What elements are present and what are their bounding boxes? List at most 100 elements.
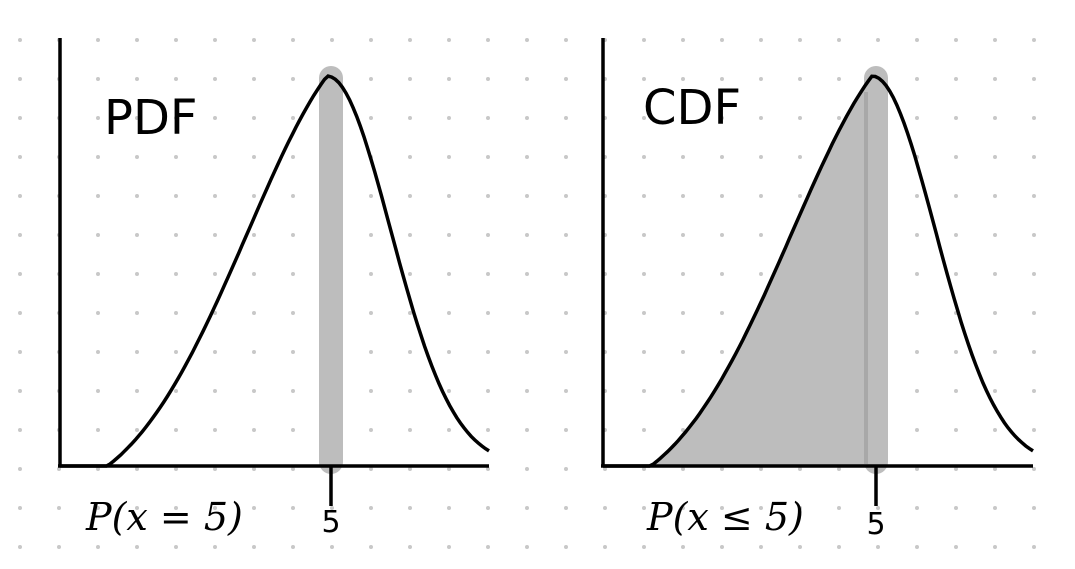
grid-dot (642, 77, 646, 81)
grid-dot (252, 233, 256, 237)
grid-dot (954, 428, 958, 432)
grid-dot (174, 272, 178, 276)
grid-dot (18, 545, 22, 549)
grid-dot (291, 506, 295, 510)
grid-dot (96, 38, 100, 42)
grid-dot (954, 545, 958, 549)
grid-dot (759, 233, 763, 237)
grid-dot (18, 77, 22, 81)
grid-dot (252, 155, 256, 159)
grid-dot (57, 467, 61, 471)
grid-dot (486, 506, 490, 510)
grid-dot (681, 350, 685, 354)
grid-dot (681, 467, 685, 471)
grid-dot (798, 194, 802, 198)
grid-dot (408, 155, 412, 159)
grid-dot (759, 77, 763, 81)
grid-dot (603, 506, 607, 510)
grid-dot (915, 389, 919, 393)
grid-dot (291, 350, 295, 354)
grid-dot (447, 194, 451, 198)
grid-dot (642, 467, 646, 471)
grid-dot (96, 389, 100, 393)
grid-dot (525, 545, 529, 549)
grid-dot (720, 194, 724, 198)
grid-dot (213, 233, 217, 237)
grid-dot (759, 116, 763, 120)
grid-dot (681, 233, 685, 237)
grid-dot (915, 77, 919, 81)
grid-dot (213, 389, 217, 393)
grid-dot (18, 506, 22, 510)
grid-dot (174, 428, 178, 432)
grid-dot (369, 77, 373, 81)
grid-dot (720, 38, 724, 42)
grid-dot (408, 545, 412, 549)
grid-dot (915, 506, 919, 510)
grid-dot (447, 311, 451, 315)
grid-dot (330, 38, 334, 42)
grid-dot (486, 272, 490, 276)
grid-dot (798, 467, 802, 471)
grid-dot (291, 116, 295, 120)
grid-dot (642, 428, 646, 432)
grid-dot (447, 38, 451, 42)
grid-dot (759, 272, 763, 276)
grid-dot (174, 155, 178, 159)
grid-dot (252, 116, 256, 120)
grid-dot (291, 272, 295, 276)
grid-dot (135, 428, 139, 432)
grid-dot (174, 311, 178, 315)
grid-dot (1032, 311, 1036, 315)
grid-dot (135, 116, 139, 120)
grid-dot (213, 506, 217, 510)
grid-dot (252, 545, 256, 549)
grid-dot (408, 428, 412, 432)
grid-dot (1032, 467, 1036, 471)
grid-dot (486, 155, 490, 159)
pdf-probability-formula: P(x = 5) (85, 495, 243, 539)
grid-dot (525, 77, 529, 81)
grid-dot (720, 506, 724, 510)
grid-dot (837, 38, 841, 42)
grid-dot (213, 467, 217, 471)
grid-dot (915, 545, 919, 549)
grid-dot (564, 194, 568, 198)
grid-dot (720, 77, 724, 81)
grid-dot (798, 116, 802, 120)
grid-dot (447, 545, 451, 549)
grid-dot (486, 545, 490, 549)
grid-dot (18, 233, 22, 237)
grid-dot (135, 506, 139, 510)
grid-dot (525, 272, 529, 276)
grid-dot (486, 77, 490, 81)
grid-dot (525, 311, 529, 315)
grid-dot (18, 194, 22, 198)
cdf-shaded-area (603, 86, 865, 467)
grid-dot (681, 77, 685, 81)
grid-dot (447, 506, 451, 510)
grid-dot (954, 233, 958, 237)
grid-dot (954, 467, 958, 471)
grid-dot (681, 155, 685, 159)
grid-dot (291, 155, 295, 159)
grid-dot (447, 272, 451, 276)
pdf-curve (60, 74, 490, 468)
grid-dot (486, 116, 490, 120)
grid-dot (96, 545, 100, 549)
grid-dot (96, 116, 100, 120)
grid-dot (135, 467, 139, 471)
grid-dot (915, 350, 919, 354)
grid-dot (291, 194, 295, 198)
grid-dot (213, 545, 217, 549)
grid-dot (57, 506, 61, 510)
grid-dot (252, 428, 256, 432)
grid-dot (447, 77, 451, 81)
grid-dot (96, 428, 100, 432)
grid-dot (642, 116, 646, 120)
grid-dot (369, 116, 373, 120)
grid-dot (993, 116, 997, 120)
grid-dot (564, 38, 568, 42)
grid-dot (837, 506, 841, 510)
